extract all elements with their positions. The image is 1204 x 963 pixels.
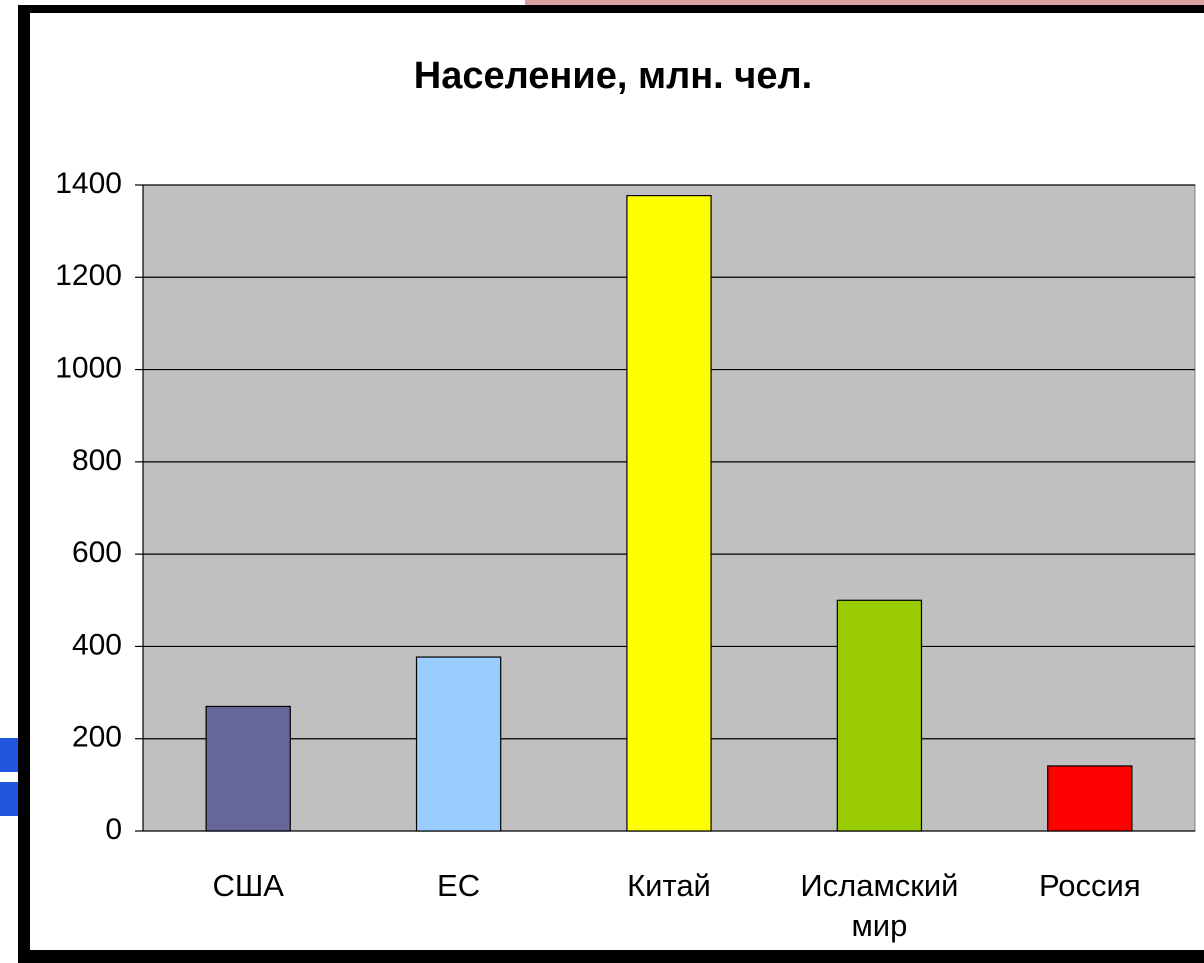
x-tick-label: ЕС — [437, 868, 481, 903]
chart-title: Население, млн. чел. — [414, 55, 812, 97]
x-tick-label: Россия — [1038, 868, 1141, 903]
side-bar — [0, 738, 18, 772]
y-tick-label: 800 — [72, 444, 122, 477]
bar — [1047, 765, 1133, 832]
x-tick-label: Китай — [627, 868, 711, 903]
bar — [836, 599, 923, 832]
y-tick-label: 400 — [72, 628, 122, 661]
x-tick-label: США — [212, 868, 284, 903]
y-tick-label: 200 — [72, 721, 122, 754]
frame-left — [18, 5, 30, 963]
bar — [415, 656, 502, 832]
y-tick-label: 1200 — [55, 259, 122, 292]
x-tick-label: Исламский мир — [800, 868, 959, 943]
y-tick-label: 0 — [105, 813, 122, 846]
y-tick-label: 1400 — [55, 167, 122, 200]
y-tick-label: 1000 — [55, 351, 122, 384]
bar — [626, 195, 712, 832]
y-tick-label: 600 — [72, 536, 122, 569]
frame-top — [18, 5, 1204, 13]
top-band — [525, 0, 1204, 6]
frame-bottom — [18, 950, 1204, 963]
bar — [205, 705, 291, 832]
side-bar — [0, 782, 18, 816]
